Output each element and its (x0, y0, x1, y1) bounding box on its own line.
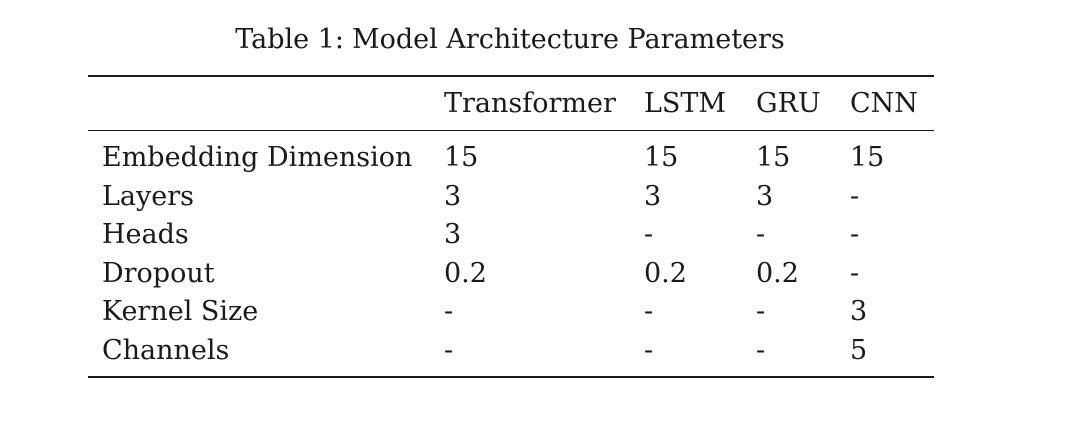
row-label: Embedding Dimension (102, 142, 413, 174)
table-cell: - (444, 331, 644, 378)
table-cell: - (850, 219, 860, 251)
table-cell: 3 (444, 219, 462, 251)
table-body: Embedding Dimension 15 15 15 15 Layers 3… (88, 131, 934, 378)
table-cell: - (850, 180, 860, 212)
table-row: Layers 3 3 3 - (88, 178, 934, 217)
table-cell: - (756, 296, 766, 328)
row-label: Kernel Size (102, 296, 259, 328)
row-label: Layers (102, 180, 195, 212)
table-cell: - (644, 219, 654, 251)
table-cell: 3 (644, 180, 662, 212)
header-cell-lstm: LSTM (644, 75, 756, 131)
table-cell: 0.2 (444, 257, 487, 289)
table-header: Transformer LSTM GRU CNN (88, 75, 934, 131)
row-label: Heads (102, 219, 189, 251)
architecture-table: Transformer LSTM GRU CNN Embedding Dimen… (88, 75, 934, 378)
table-cell: - (756, 219, 766, 251)
table-cell: 15 (644, 142, 679, 174)
header-cell-cnn: CNN (850, 75, 934, 131)
table-title: Model Architecture Parameters (351, 24, 785, 55)
table-cell: - (644, 331, 756, 378)
table-cell: 0.2 (644, 257, 687, 289)
table-row: Dropout 0.2 0.2 0.2 - (88, 255, 934, 294)
table-cell: 15 (444, 142, 479, 174)
row-label: Channels (88, 331, 444, 378)
table-caption: Table 1: Model Architecture Parameters (0, 22, 1020, 58)
table-cell: 3 (850, 296, 868, 328)
table-row: Channels - - - 5 (88, 331, 934, 378)
table-row: Embedding Dimension 15 15 15 15 (88, 131, 934, 178)
header-cell-corner (88, 75, 444, 131)
table-cell: 15 (850, 142, 885, 174)
table-cell: - (850, 257, 860, 289)
header-cell-transformer: Transformer (444, 75, 644, 131)
table-cell: 5 (850, 331, 934, 378)
header-row: Transformer LSTM GRU CNN (88, 75, 934, 131)
table-cell: 3 (756, 180, 774, 212)
table-cell: 0.2 (756, 257, 799, 289)
table-cell: 3 (444, 180, 462, 212)
header-cell-gru: GRU (756, 75, 850, 131)
table-cell: - (756, 331, 850, 378)
table-number: Table 1: (235, 24, 344, 55)
row-label: Dropout (102, 257, 215, 289)
table-cell: - (444, 296, 454, 328)
table-cell: 15 (756, 142, 791, 174)
table-cell: - (644, 296, 654, 328)
table-row: Kernel Size - - - 3 (88, 293, 934, 332)
table-row: Heads 3 - - - (88, 216, 934, 255)
